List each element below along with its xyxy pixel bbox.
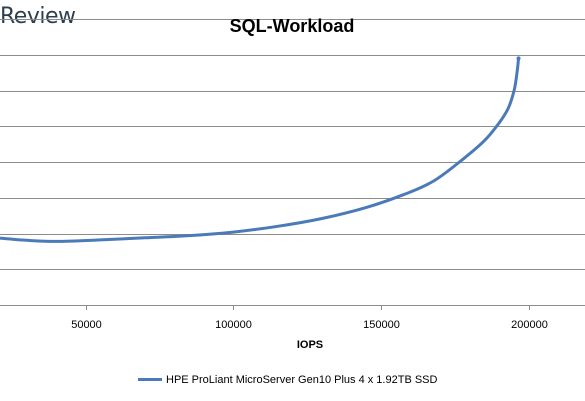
x-tick-label: 200000: [511, 319, 548, 331]
chart-title: SQL-Workload: [230, 16, 355, 36]
x-axis-title: IOPS: [297, 339, 323, 351]
gridlines: [0, 19, 585, 270]
x-tick-label: 150000: [363, 319, 400, 331]
brand-logo-text: Review: [0, 4, 76, 29]
series-layer: [0, 56, 521, 243]
axes: 50000 100000 150000 200000: [0, 305, 585, 331]
x-tick-label: 100000: [215, 319, 252, 331]
legend: HPE ProLiant MicroServer Gen10 Plus 4 x …: [138, 374, 438, 386]
x-tick-label: 50000: [71, 319, 102, 331]
series-line: [0, 56, 520, 243]
series-end-point: [516, 56, 521, 61]
legend-label: HPE ProLiant MicroServer Gen10 Plus 4 x …: [166, 374, 438, 386]
